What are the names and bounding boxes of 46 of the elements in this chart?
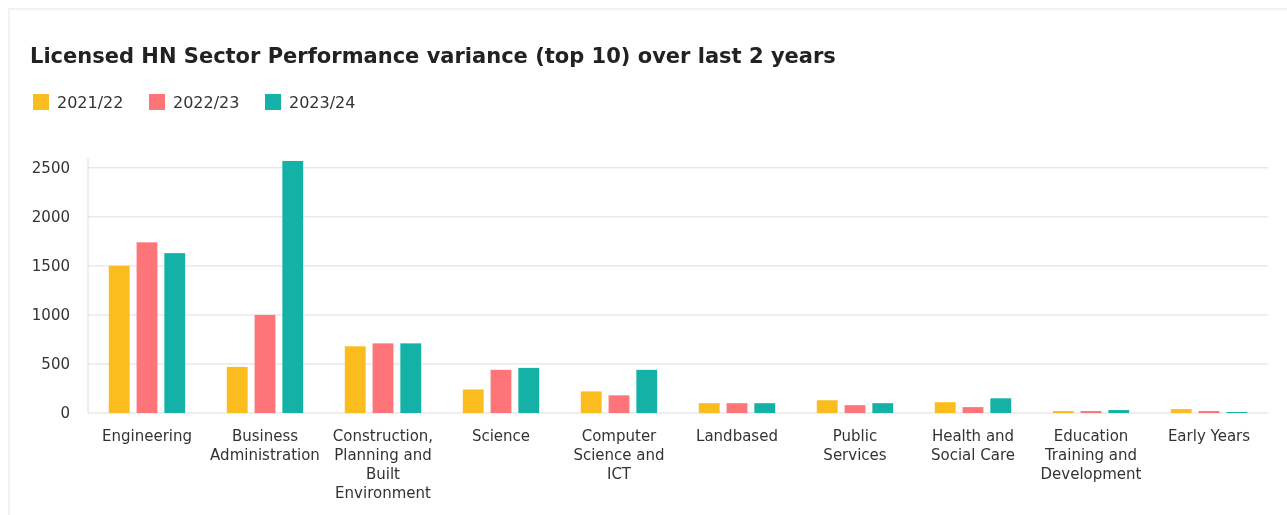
bar (462, 389, 484, 413)
bar (136, 242, 158, 413)
chart-title: Licensed HN Sector Performance variance (top 10) over last 2 years (30, 44, 836, 68)
bar (754, 403, 776, 413)
bar (254, 314, 276, 413)
y-tick-label: 0 (60, 404, 70, 422)
x-tick-label: Health and Social Care (931, 427, 1015, 464)
bar (372, 343, 394, 413)
bar (1108, 410, 1130, 413)
bar (990, 398, 1012, 413)
bar (490, 369, 512, 413)
x-tick-label: Public Services (823, 427, 887, 464)
bar (1170, 409, 1192, 413)
bar (844, 405, 866, 413)
bar (608, 395, 630, 413)
x-tick-label: Engineering (102, 427, 192, 445)
y-tick-label: 2000 (31, 207, 70, 226)
y-tick-label: 2500 (31, 158, 70, 177)
x-tick-label: Computer Science and ICT (573, 427, 665, 483)
bar (698, 403, 720, 413)
x-tick-label: Science (471, 427, 531, 445)
legend-label: 2022/23 (173, 93, 240, 112)
x-tick-label: Landbased (696, 427, 778, 445)
x-tick-label: Business Administration (210, 427, 320, 464)
bar (580, 391, 602, 413)
y-tick-label: 1000 (31, 305, 70, 324)
bar (518, 367, 540, 413)
bar (164, 253, 186, 413)
bar (872, 403, 894, 413)
y-tick-label: 1500 (31, 256, 70, 275)
bar (400, 343, 422, 413)
x-tick-label: Construction, Planning and Built Environment (332, 427, 434, 502)
bar (108, 265, 130, 413)
legend-label: 2021/22 (57, 93, 124, 112)
bar (344, 346, 366, 413)
bar (226, 366, 248, 413)
bar (282, 160, 304, 413)
bar (962, 407, 984, 413)
bar (934, 402, 956, 413)
legend-label: 2023/24 (289, 93, 356, 112)
bar (636, 369, 658, 413)
bar (726, 403, 748, 413)
x-tick-label: Education Training and Development (1040, 427, 1142, 483)
x-tick-label: Early Years (1167, 427, 1251, 445)
y-tick-label: 500 (41, 354, 70, 373)
bar (816, 400, 838, 413)
